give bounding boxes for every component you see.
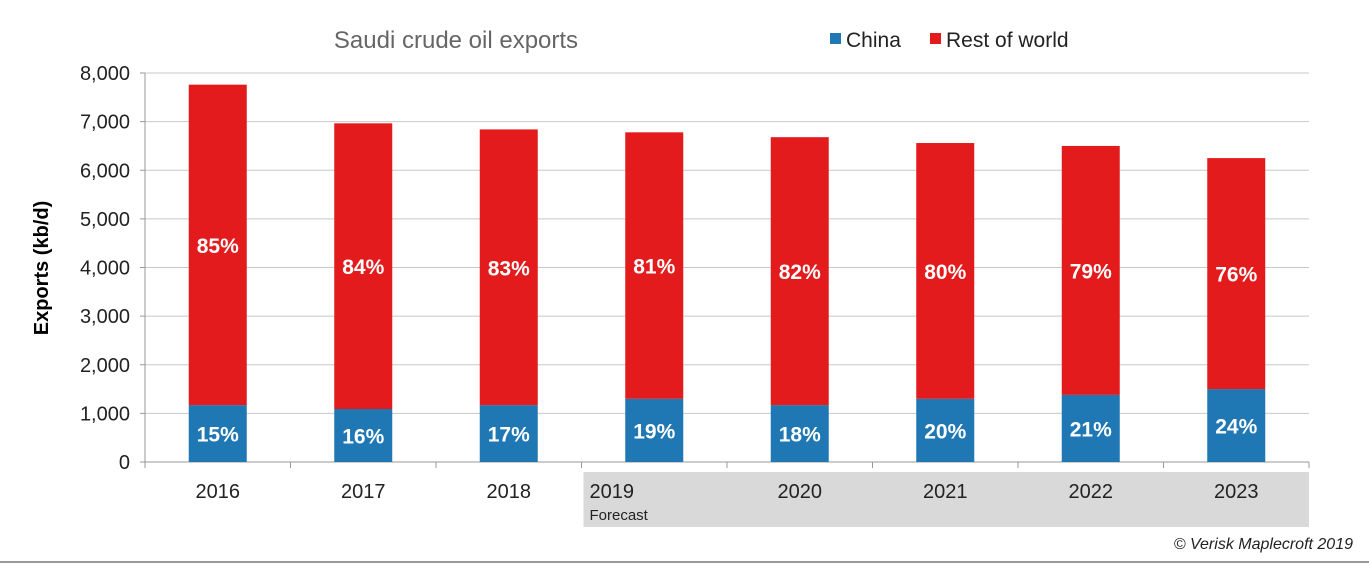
bar-china-2018 bbox=[479, 405, 538, 462]
data-label: 81% bbox=[633, 256, 675, 279]
bar-china-2020 bbox=[770, 405, 829, 462]
bar-china-2023 bbox=[1207, 389, 1266, 462]
y-tick-label: 8,000 bbox=[80, 63, 130, 85]
data-label: 19% bbox=[633, 420, 675, 443]
y-tick-label: 5,000 bbox=[80, 209, 130, 231]
x-tick-label: 2021 bbox=[923, 481, 968, 503]
bar-rest-of-world-2020 bbox=[770, 137, 829, 406]
forecast-band bbox=[583, 472, 1309, 527]
bar-china-2021 bbox=[916, 398, 975, 462]
data-label: 21% bbox=[1070, 418, 1112, 441]
y-tick-label: 3,000 bbox=[80, 306, 130, 328]
x-tick-label: 2020 bbox=[778, 481, 823, 503]
data-label: 16% bbox=[342, 425, 384, 448]
forecast-label: Forecast bbox=[590, 507, 649, 524]
data-label: 85% bbox=[197, 235, 239, 258]
data-label: 18% bbox=[779, 424, 821, 447]
x-tick-label: 2022 bbox=[1069, 481, 1114, 503]
data-label: 76% bbox=[1215, 264, 1257, 287]
bar-china-2016 bbox=[188, 405, 247, 462]
bar-rest-of-world-2021 bbox=[916, 143, 975, 399]
bar-china-2017 bbox=[334, 408, 393, 462]
y-tick-label: 2,000 bbox=[80, 355, 130, 377]
bar-rest-of-world-2023 bbox=[1207, 158, 1266, 390]
bar-rest-of-world-2017 bbox=[334, 123, 393, 409]
data-label: 15% bbox=[197, 424, 239, 447]
legend-swatch bbox=[930, 33, 941, 44]
x-tick-label: 2018 bbox=[487, 481, 532, 503]
y-tick-label: 7,000 bbox=[80, 112, 130, 134]
data-label: 80% bbox=[924, 261, 966, 284]
y-tick-label: 1,000 bbox=[80, 403, 130, 425]
x-tick-label: 2017 bbox=[341, 481, 386, 503]
data-label: 24% bbox=[1215, 416, 1257, 439]
x-tick-label: 2016 bbox=[196, 481, 241, 503]
legend-label: Rest of world bbox=[946, 29, 1069, 52]
divider bbox=[0, 561, 1369, 563]
data-label: 82% bbox=[779, 261, 821, 284]
y-axis-label: Exports (kb/d) bbox=[31, 201, 53, 335]
data-label: 20% bbox=[924, 420, 966, 443]
data-label: 17% bbox=[488, 424, 530, 447]
data-label: 83% bbox=[488, 257, 530, 280]
copyright: © Verisk Maplecroft 2019 bbox=[1173, 536, 1353, 553]
bar-china-2022 bbox=[1061, 394, 1120, 462]
legend-swatch bbox=[830, 33, 841, 44]
bar-rest-of-world-2019 bbox=[625, 132, 684, 399]
bar-china-2019 bbox=[625, 398, 684, 462]
bar-rest-of-world-2016 bbox=[188, 84, 247, 406]
x-tick-label: 2019 bbox=[590, 481, 635, 503]
y-tick-label: 4,000 bbox=[80, 258, 130, 280]
data-label: 84% bbox=[342, 256, 384, 279]
y-tick-label: 0 bbox=[119, 452, 130, 474]
chart-title: Saudi crude oil exports bbox=[334, 27, 578, 54]
legend-label: China bbox=[846, 29, 901, 52]
data-label: 79% bbox=[1070, 260, 1112, 283]
bar-rest-of-world-2022 bbox=[1061, 145, 1120, 395]
x-tick-label: 2023 bbox=[1214, 481, 1259, 503]
bar-rest-of-world-2018 bbox=[479, 129, 538, 406]
y-tick-label: 6,000 bbox=[80, 160, 130, 182]
